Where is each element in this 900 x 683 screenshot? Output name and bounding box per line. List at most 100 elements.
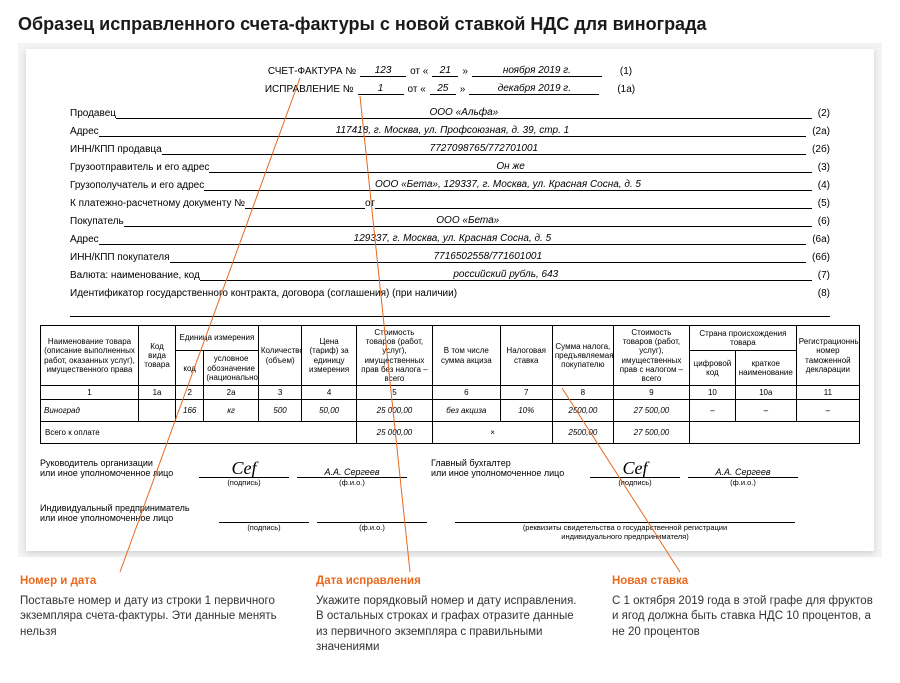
th-unit-group: Единица измерения [176,326,259,351]
col-number: 5 [356,386,432,400]
info-code: (3) [818,162,830,173]
info-label: ИНН/КПП покупателя [70,252,170,263]
info-label: ИНН/КПП продавца [70,144,162,155]
invoice-header: СЧЕТ-ФАКТУРА № 123 от « 21 » ноября 2019… [40,59,860,95]
from-label: от « [410,66,428,77]
info-line: ИНН/КПП продавца 7727098765/772701001 (2б… [70,137,830,155]
col-number: 9 [613,386,689,400]
info-value: 117418, г. Москва, ул. Профсоюзная, д. 3… [99,125,807,137]
info-line: Адрес 129337, г. Москва, ул. Красная Сос… [70,227,830,245]
sig-acc-sign: Cef [623,458,648,478]
info-value: 129337, г. Москва, ул. Красная Сосна, д.… [99,233,807,245]
page-title: Образец исправленного счета-фактуры с но… [0,0,900,43]
cell-sum-tax: 27 500,00 [613,400,689,422]
sub-sign1: (подпись) [195,478,293,487]
sig-acc-label: Главный бухгалтер или иное уполномоченно… [431,458,586,478]
cell-name: Виноград [41,400,139,422]
invoice-no-label: СЧЕТ-ФАКТУРА № [268,66,356,77]
note-1: Номер и дата Поставьте номер и дату из с… [20,574,288,656]
info-value: 7727098765/772701001 [162,143,806,155]
info-line: Валюта: наименование, код российский руб… [70,263,830,281]
info-code: (5) [818,198,830,209]
info-label: Грузополучатель и его адрес [70,180,204,191]
cell-qty: 500 [258,400,302,422]
total-sum-notax: 25 000,00 [356,422,432,444]
info-code: (6б) [812,252,830,263]
cell-excise: без акциза [433,400,501,422]
info-value2 [375,208,812,209]
total-blank [690,422,860,444]
close-quote2: » [460,84,466,95]
th-kind: Код вида товара [139,326,176,386]
info-line: К платежно-расчетному документу № от (5) [70,191,830,209]
info-code: (6) [818,216,830,227]
invoice-month: ноября 2019 г. [472,65,602,77]
note-2-title: Дата исправления [316,574,584,590]
info-value: Он же [209,161,811,173]
th-country-code: цифровой код [690,351,736,386]
cell-sum-notax: 25 000,00 [356,400,432,422]
info-line: Продавец ООО «Альфа»(2) [70,101,830,119]
sig-head-fio: А.А. Сергеев [297,467,407,478]
cell-c11: – [796,400,859,422]
sig-ip-label: Индивидуальный предприниматель или иное … [40,503,215,523]
sub-fio3: (ф.и.о.) [313,523,431,541]
cell-ucode: 166 [176,400,204,422]
th-price: Цена (тариф) за единицу измерения [302,326,356,386]
sig-head-sign: Cef [232,458,257,478]
cell-kind [139,400,176,422]
info-label: Валюта: наименование, код [70,270,200,281]
info-line: Идентификатор государственного контракта… [70,281,830,299]
note-3-title: Новая ставка [612,574,880,590]
sig-ip-rekv-line [455,522,795,523]
from-label2: от « [408,84,426,95]
note-3: Новая ставка С 1 октября 2019 года в это… [612,574,880,656]
info-code: (2б) [812,144,830,155]
total-x: × [433,422,553,444]
info-value [245,208,365,209]
info-label: Адрес [70,234,99,245]
info-value [70,316,830,317]
sig-ip-fio [317,522,427,523]
cell-tax: 2500,00 [552,400,613,422]
col-number: 10а [735,386,796,400]
th-name: Наименование товара (описание выполненны… [41,326,139,386]
signatures: Руководитель организации или иное уполно… [40,450,860,541]
col-number: 1а [139,386,176,400]
col-number: 11 [796,386,859,400]
table-row: Виноград 166 кг 500 50,00 25 000,00 без … [41,400,860,422]
col-number: 1 [41,386,139,400]
info-label: Идентификатор государственного контракта… [70,288,457,299]
total-row: Всего к оплате 25 000,00 × 2500,00 27 50… [41,422,860,444]
invoice-day: 21 [432,65,458,77]
line-code-1: (1) [620,66,632,77]
note-2-text: Укажите порядковый номер и дату исправле… [316,594,584,656]
sub-fio2: (ф.и.о.) [684,478,802,487]
info-line: ИНН/КПП покупателя 7716502558/771601001 (… [70,245,830,263]
total-sum-tax: 27 500,00 [613,422,689,444]
sub-fio1: (ф.и.о.) [293,478,411,487]
col-number: 4 [302,386,356,400]
total-label: Всего к оплате [41,422,357,444]
info-label: Грузоотправитель и его адрес [70,162,209,173]
cell-rate: 10% [500,400,552,422]
info-label: Продавец [70,108,116,119]
info-label: Покупатель [70,216,124,227]
sub-sign2: (подпись) [586,478,684,487]
line-code-1a: (1а) [617,84,635,95]
document-container: СЧЕТ-ФАКТУРА № 123 от « 21 » ноября 2019… [18,43,882,557]
info-code: (2) [818,108,830,119]
info-label: К платежно-расчетному документу № [70,198,245,209]
note-1-text: Поставьте номер и дату из строки 1 перви… [20,594,288,641]
th-sum-tax: Стоимость товаров (работ, услуг), имущес… [613,326,689,386]
col-number: 8 [552,386,613,400]
info-code: (2а) [812,126,830,137]
info-value: 7716502558/771601001 [170,251,806,263]
th-decl: Регистрационный номер таможенной деклара… [796,326,859,386]
th-excise: В том числе сумма акциза [433,326,501,386]
info-extra: от [365,198,375,209]
correction-month: декабря 2019 г. [469,83,599,95]
sig-head-label: Руководитель организации или иное уполно… [40,458,195,478]
sub-sign3: (подпись) [215,523,313,541]
th-sum-notax: Стоимость товаров (работ, услуг), имущес… [356,326,432,386]
